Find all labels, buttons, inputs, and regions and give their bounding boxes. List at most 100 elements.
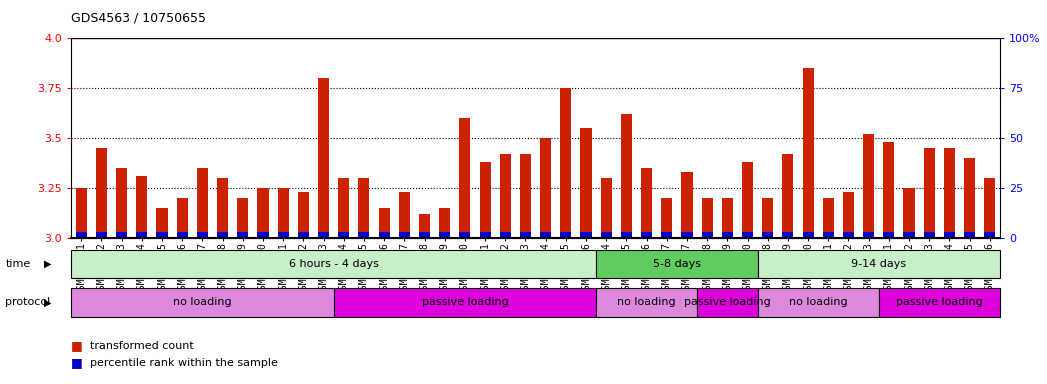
Text: 6 hours - 4 days: 6 hours - 4 days	[289, 259, 379, 269]
Bar	[379, 232, 389, 237]
Bar	[758, 288, 878, 317]
Bar	[823, 232, 833, 237]
Bar	[334, 288, 596, 317]
Bar	[71, 250, 596, 278]
Bar	[258, 188, 268, 238]
Bar	[460, 232, 470, 237]
Bar	[580, 232, 592, 237]
Bar	[863, 232, 874, 237]
Bar	[904, 188, 915, 238]
Bar	[297, 192, 309, 238]
Bar	[177, 198, 187, 238]
Bar	[984, 232, 996, 237]
Bar	[697, 288, 758, 317]
Bar	[480, 232, 491, 237]
Bar	[601, 178, 611, 238]
Bar	[884, 232, 894, 237]
Bar	[964, 232, 975, 237]
Bar	[843, 192, 854, 238]
Bar	[318, 78, 329, 238]
Text: ▶: ▶	[44, 297, 51, 308]
Bar	[460, 118, 470, 238]
Bar	[217, 178, 228, 238]
Bar	[964, 158, 975, 238]
Bar	[136, 176, 148, 238]
Bar	[580, 128, 592, 238]
Bar	[878, 288, 1000, 317]
Bar	[338, 232, 350, 237]
Text: ▶: ▶	[44, 259, 51, 269]
Bar	[96, 232, 107, 237]
Bar	[217, 232, 228, 237]
Bar	[742, 162, 753, 238]
Bar	[297, 232, 309, 237]
Bar	[499, 232, 511, 237]
Bar	[238, 232, 248, 237]
Bar	[803, 68, 814, 238]
Text: protocol: protocol	[5, 297, 50, 308]
Bar	[156, 232, 168, 237]
Bar	[701, 232, 713, 237]
Bar	[721, 232, 733, 237]
Bar	[782, 232, 794, 237]
Bar	[758, 250, 1000, 278]
Bar	[596, 250, 758, 278]
Bar	[984, 178, 996, 238]
Bar	[596, 288, 697, 317]
Text: 5-8 days: 5-8 days	[653, 259, 700, 269]
Bar	[439, 208, 450, 238]
Bar	[601, 232, 611, 237]
Bar	[177, 232, 187, 237]
Bar	[318, 232, 329, 237]
Bar	[621, 232, 632, 237]
Bar	[116, 232, 128, 237]
Text: transformed count: transformed count	[90, 341, 194, 351]
Bar	[701, 198, 713, 238]
Bar	[823, 198, 833, 238]
Bar	[238, 198, 248, 238]
Text: passive loading: passive loading	[896, 297, 983, 308]
Text: time: time	[5, 259, 30, 269]
Bar	[258, 232, 268, 237]
Text: passive loading: passive loading	[684, 297, 771, 308]
Bar	[641, 168, 652, 238]
Bar	[742, 232, 753, 237]
Bar	[399, 192, 409, 238]
Bar	[439, 232, 450, 237]
Bar	[803, 232, 814, 237]
Bar	[721, 198, 733, 238]
Bar	[96, 148, 107, 238]
Text: GDS4563 / 10750655: GDS4563 / 10750655	[71, 12, 206, 25]
Bar	[662, 232, 672, 237]
Text: no loading: no loading	[618, 297, 676, 308]
Bar	[197, 232, 208, 237]
Bar	[75, 188, 87, 238]
Bar	[399, 232, 409, 237]
Bar	[621, 114, 632, 238]
Bar	[904, 232, 915, 237]
Bar	[662, 198, 672, 238]
Bar	[136, 232, 148, 237]
Bar	[923, 232, 935, 237]
Bar	[358, 232, 370, 237]
Bar	[419, 214, 430, 238]
Bar	[560, 88, 572, 238]
Bar	[540, 138, 551, 238]
Bar	[682, 172, 692, 238]
Bar	[762, 232, 774, 237]
Bar	[520, 232, 531, 237]
Bar	[116, 168, 128, 238]
Text: ■: ■	[71, 339, 83, 352]
Bar	[540, 232, 551, 237]
Bar	[156, 208, 168, 238]
Bar	[682, 232, 692, 237]
Bar	[480, 162, 491, 238]
Text: percentile rank within the sample: percentile rank within the sample	[90, 358, 277, 368]
Bar	[762, 198, 774, 238]
Bar	[197, 168, 208, 238]
Bar	[71, 288, 334, 317]
Bar	[499, 154, 511, 238]
Bar	[641, 232, 652, 237]
Bar	[943, 148, 955, 238]
Bar	[520, 154, 531, 238]
